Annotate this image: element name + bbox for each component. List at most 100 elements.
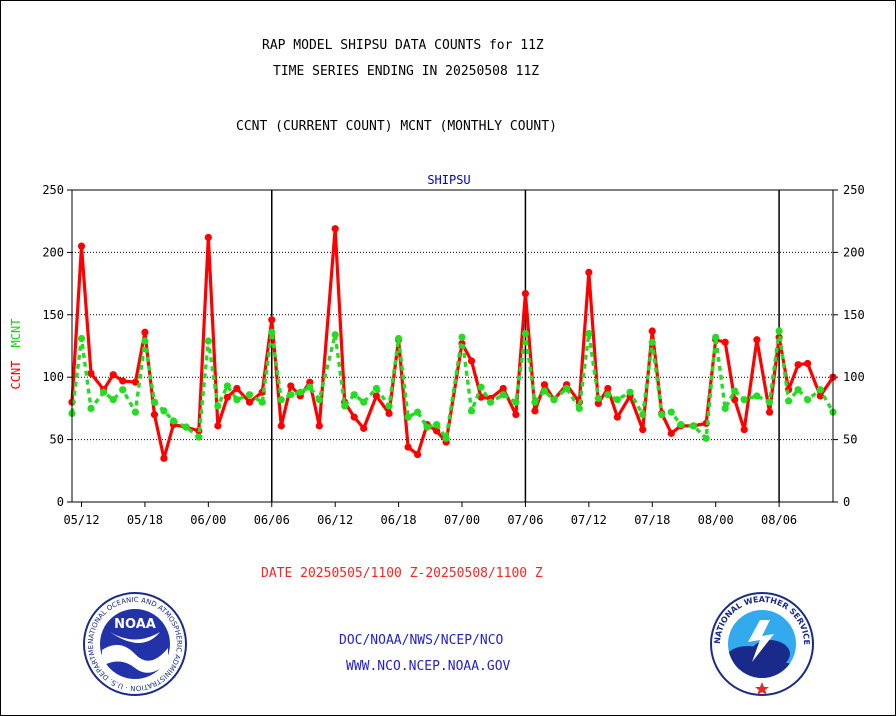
data-point-mcnt	[775, 327, 783, 335]
x-tick-label: 06/06	[254, 513, 290, 527]
data-point-ccnt	[740, 426, 748, 434]
data-point-mcnt	[204, 337, 212, 345]
x-tick-label: 07/00	[444, 513, 480, 527]
data-point-ccnt	[667, 429, 675, 437]
data-point-mcnt	[268, 328, 276, 336]
data-point-ccnt	[233, 384, 241, 393]
data-point-mcnt	[131, 408, 140, 416]
data-point-mcnt	[648, 338, 656, 346]
data-point-mcnt	[585, 329, 593, 338]
x-tick-label: 08/00	[698, 513, 734, 527]
grid-lines	[72, 189, 833, 502]
y-tick-label: 0	[843, 495, 850, 509]
x-tick-label: 07/12	[571, 513, 607, 527]
data-point-ccnt	[315, 422, 323, 430]
data-point-mcnt	[385, 402, 393, 410]
data-point-ccnt	[613, 413, 621, 421]
y-tick-label: 200	[42, 245, 64, 259]
data-point-ccnt	[721, 338, 729, 346]
data-point-ccnt	[109, 371, 117, 379]
data-point-ccnt	[150, 411, 159, 419]
y-tick-label: 150	[42, 308, 64, 322]
data-point-mcnt	[258, 398, 266, 406]
data-point-mcnt	[87, 404, 95, 412]
data-point-ccnt	[765, 408, 774, 416]
y-tick-label: 50	[50, 433, 64, 447]
data-point-ccnt	[223, 393, 231, 401]
data-point-ccnt	[350, 413, 358, 421]
data-point-mcnt	[712, 333, 720, 341]
y-tick-label: 250	[42, 183, 64, 197]
data-point-mcnt	[499, 391, 507, 399]
data-point-mcnt	[667, 408, 675, 416]
footer-link-web[interactable]: WWW.NCO.NCEP.NOAA.GOV	[346, 659, 511, 674]
data-point-ccnt	[245, 398, 254, 406]
data-point-mcnt	[521, 329, 530, 338]
data-point-mcnt	[804, 396, 812, 404]
data-point-mcnt	[604, 391, 612, 399]
data-point-mcnt	[394, 334, 403, 343]
data-point-ccnt	[268, 316, 276, 324]
footer-link-doc[interactable]: DOC/NOAA/NWS/NCEP/NCO	[339, 633, 504, 648]
data-point-mcnt	[287, 391, 295, 399]
header-line-2: TIME SERIES ENDING IN 20250508 11Z	[273, 64, 540, 79]
nws-logo: NATIONAL WEATHER SERVICE	[710, 592, 814, 696]
data-point-mcnt	[658, 411, 666, 419]
data-point-mcnt	[245, 391, 254, 399]
series-mcnt	[68, 327, 837, 442]
data-point-ccnt	[277, 422, 285, 430]
data-point-mcnt	[350, 391, 358, 399]
x-tick-label: 07/06	[507, 513, 543, 527]
data-point-mcnt	[486, 398, 495, 406]
data-point-mcnt	[765, 398, 774, 406]
data-point-mcnt	[233, 396, 241, 404]
data-point-mcnt	[540, 387, 549, 395]
data-point-mcnt	[753, 392, 761, 400]
data-point-mcnt	[563, 384, 571, 393]
data-point-mcnt	[458, 333, 466, 341]
data-point-ccnt	[404, 443, 412, 451]
data-point-mcnt	[214, 402, 222, 410]
data-point-mcnt	[433, 421, 441, 429]
data-point-ccnt	[499, 384, 507, 393]
data-point-mcnt	[150, 398, 159, 406]
data-point-ccnt	[648, 327, 656, 335]
data-point-mcnt	[100, 388, 108, 396]
header-line-1: RAP MODEL SHIPSU DATA COUNTS for 11Z	[262, 38, 544, 53]
data-point-mcnt	[613, 396, 621, 404]
data-point-mcnt	[341, 402, 349, 410]
data-point-ccnt	[214, 422, 222, 430]
data-point-ccnt	[521, 289, 530, 298]
data-point-ccnt	[306, 378, 314, 386]
data-point-mcnt	[277, 396, 285, 404]
data-point-mcnt	[331, 331, 339, 339]
data-point-mcnt	[512, 398, 520, 406]
noaa-logo: NOAA NATIONAL OCEANIC AND ATMOSPHERIC AD…	[80, 592, 187, 696]
x-tick-label: 05/18	[127, 513, 163, 527]
data-point-ccnt	[204, 233, 212, 242]
star-icon	[755, 682, 769, 695]
data-point-mcnt	[182, 423, 190, 431]
ylabel-ccnt: CCNT	[9, 361, 23, 390]
data-point-ccnt	[804, 359, 812, 368]
y-axis-title: CCNT MCNT	[9, 319, 23, 390]
data-point-mcnt	[404, 413, 412, 421]
data-point-mcnt	[594, 394, 602, 403]
y-axis-right: 0 50 100 150 200 250	[833, 183, 865, 509]
data-point-mcnt	[315, 396, 323, 404]
x-tick-label: 08/06	[761, 513, 797, 527]
date-range: DATE 20250505/1100 Z-20250508/1100 Z	[261, 566, 543, 581]
data-point-ccnt	[540, 381, 549, 389]
data-point-ccnt	[360, 424, 368, 432]
x-tick-label: 06/00	[190, 513, 226, 527]
data-point-mcnt	[467, 407, 476, 415]
data-point-ccnt	[77, 242, 86, 250]
data-point-mcnt	[794, 386, 802, 394]
data-point-ccnt	[585, 268, 593, 276]
data-point-mcnt	[740, 396, 748, 404]
data-point-mcnt	[160, 407, 168, 415]
data-point-mcnt	[816, 386, 824, 394]
data-point-mcnt	[423, 423, 431, 431]
data-point-mcnt	[731, 387, 739, 395]
